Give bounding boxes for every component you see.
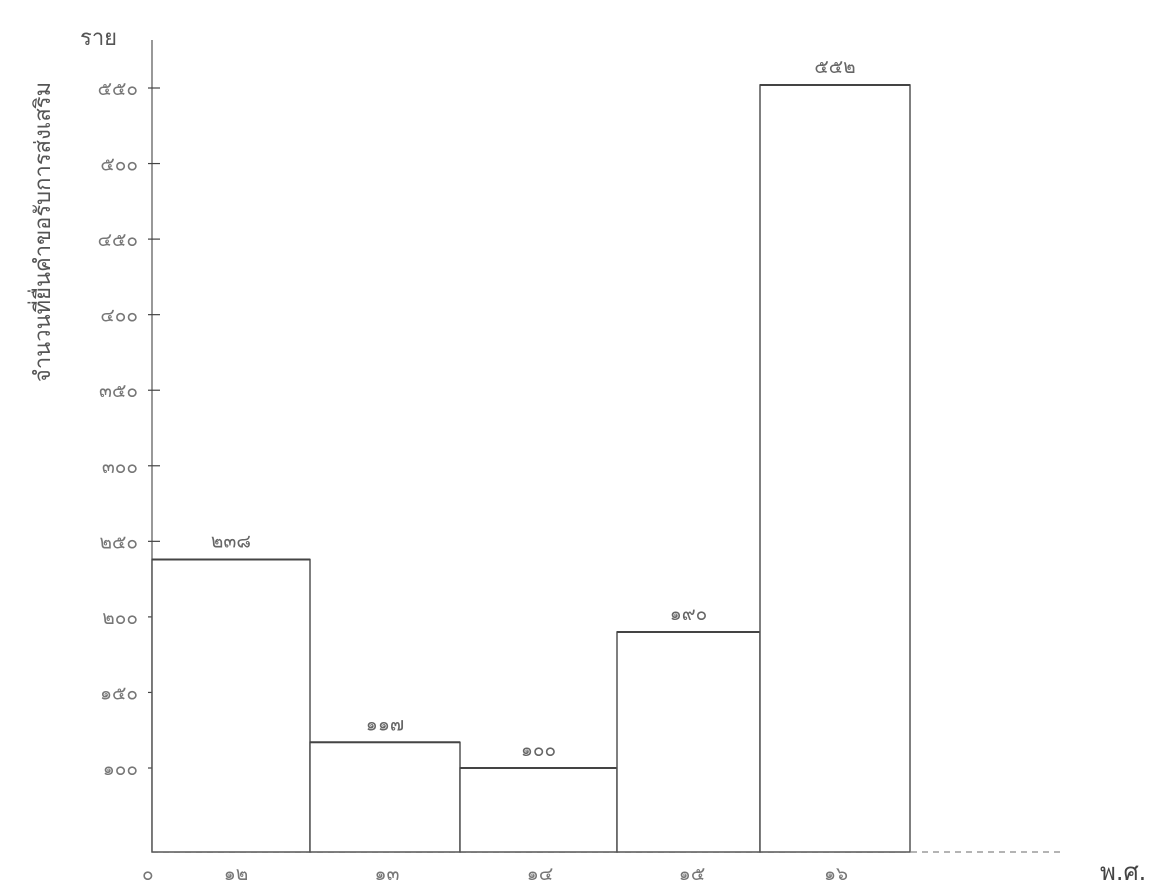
bar-value-label: ๑๙๐ <box>670 603 708 625</box>
x-tick-label: ๑๒ <box>224 863 249 884</box>
bar-value-label: ๑๐๐ <box>521 739 556 761</box>
bar <box>459 767 618 853</box>
bar-value-label: ๒๓๘ <box>211 530 251 552</box>
y-ticks: ๑๐๐ ๑๕๐ ๒๐๐ ๒๕๐ ๓๐๐ ๓๕๐ ๔๐๐ ๔๕๐ ๕๐๐ ๕๕๐ <box>98 78 160 780</box>
x-tick-label: ๑๖ <box>824 863 848 884</box>
y-tick-label: ๕๐๐ <box>100 154 138 176</box>
bar <box>759 84 911 853</box>
bar <box>309 741 461 853</box>
x-origin-label: ๐ <box>142 863 154 884</box>
y-tick-label: ๑๐๐ <box>103 758 138 780</box>
y-tick-label: ๔๕๐ <box>98 229 138 251</box>
y-tick-label: ๑๕๐ <box>100 682 138 704</box>
x-ticks: ๑๒ ๑๓ ๑๔ ๑๕ ๑๖ <box>224 863 848 884</box>
x-unit-label: พ.ศ. <box>1100 858 1146 884</box>
y-axis-title: จำนวนที่ยื่นคำขอรับการส่งเสริม <box>27 82 56 382</box>
bar-value-label: ๑๑๗ <box>366 713 404 735</box>
y-tick-label: ๓๕๐ <box>99 380 138 402</box>
bar <box>151 558 311 853</box>
x-tick-label: ๑๔ <box>527 863 553 884</box>
y-tick-label: ๓๐๐ <box>102 456 138 478</box>
y-unit-label: ราย <box>80 26 117 51</box>
bar-value-label: ๕๕๒ <box>814 56 855 78</box>
y-tick-label: ๔๐๐ <box>100 305 138 327</box>
x-tick-label: ๑๓ <box>374 863 399 884</box>
bar <box>616 631 761 853</box>
y-tick-label: ๒๕๐ <box>99 531 138 553</box>
y-tick-label: ๕๕๐ <box>98 78 138 100</box>
x-tick-label: ๑๕ <box>679 863 705 884</box>
y-tick-label: ๒๐๐ <box>102 607 138 629</box>
